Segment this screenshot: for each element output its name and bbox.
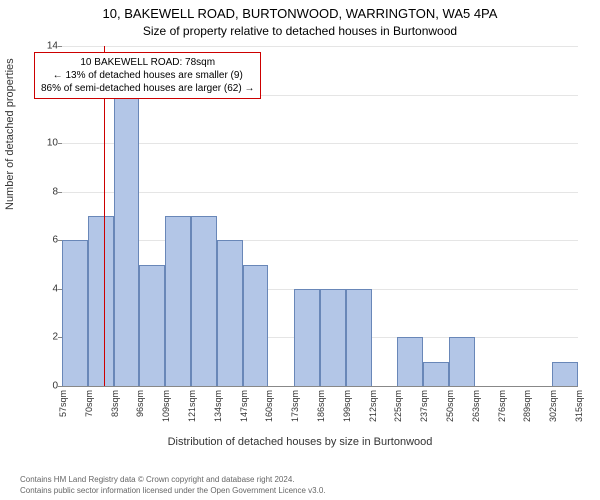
- xtick-label: 83sqm: [110, 390, 120, 417]
- ytick-mark: [58, 143, 62, 144]
- ytick-mark: [58, 192, 62, 193]
- histogram-bar: [165, 216, 191, 386]
- xtick-label: 70sqm: [84, 390, 94, 417]
- histogram-bar: [191, 216, 217, 386]
- histogram-bar: [320, 289, 346, 386]
- xtick-label: 173sqm: [290, 390, 300, 422]
- chart-subtitle: Size of property relative to detached ho…: [0, 24, 600, 38]
- histogram-bar: [397, 337, 423, 386]
- plot-area: 10 BAKEWELL ROAD: 78sqm ← 13% of detache…: [62, 46, 578, 387]
- xtick-label: 263sqm: [471, 390, 481, 422]
- info-box: 10 BAKEWELL ROAD: 78sqm ← 13% of detache…: [34, 52, 261, 99]
- ytick-mark: [58, 46, 62, 47]
- histogram-bar: [88, 216, 114, 386]
- ytick-label: 14: [30, 41, 58, 52]
- xtick-label: 237sqm: [419, 390, 429, 422]
- xtick-label: 276sqm: [497, 390, 507, 422]
- xtick-label: 225sqm: [393, 390, 403, 422]
- gridline: [62, 192, 578, 193]
- histogram-bar: [423, 362, 449, 386]
- histogram-bar: [294, 289, 320, 386]
- xtick-label: 289sqm: [522, 390, 532, 422]
- histogram-bar: [139, 265, 165, 386]
- gridline: [62, 240, 578, 241]
- gridline: [62, 46, 578, 47]
- xtick-label: 302sqm: [548, 390, 558, 422]
- histogram-bar: [346, 289, 372, 386]
- ytick-label: 0: [30, 381, 58, 392]
- xtick-label: 96sqm: [135, 390, 145, 417]
- ytick-label: 6: [30, 235, 58, 246]
- histogram-bar: [62, 240, 88, 386]
- gridline: [62, 143, 578, 144]
- xtick-label: 186sqm: [316, 390, 326, 422]
- xtick-label: 250sqm: [445, 390, 455, 422]
- histogram-bar: [243, 265, 269, 386]
- ytick-label: 2: [30, 332, 58, 343]
- footer-attribution: Contains HM Land Registry data © Crown c…: [20, 475, 580, 496]
- histogram-bar: [114, 95, 140, 386]
- info-line: 86% of semi-detached houses are larger (…: [41, 82, 254, 95]
- histogram-bar: [217, 240, 243, 386]
- y-axis-label: Number of detached properties: [4, 58, 16, 210]
- histogram-bar: [449, 337, 475, 386]
- xtick-label: 160sqm: [264, 390, 274, 422]
- ytick-label: 10: [30, 138, 58, 149]
- histogram-bar: [552, 362, 578, 386]
- ytick-mark: [58, 386, 62, 387]
- info-line: 10 BAKEWELL ROAD: 78sqm: [41, 56, 254, 69]
- xtick-label: 57sqm: [58, 390, 68, 417]
- xtick-label: 134sqm: [213, 390, 223, 422]
- xtick-label: 212sqm: [368, 390, 378, 422]
- xtick-label: 109sqm: [161, 390, 171, 422]
- info-line: ← 13% of detached houses are smaller (9): [41, 69, 254, 82]
- ytick-label: 8: [30, 186, 58, 197]
- x-axis-label: Distribution of detached houses by size …: [0, 436, 600, 448]
- xtick-label: 315sqm: [574, 390, 584, 422]
- footer-line: Contains HM Land Registry data © Crown c…: [20, 475, 580, 485]
- ytick-label: 4: [30, 283, 58, 294]
- page-title: 10, BAKEWELL ROAD, BURTONWOOD, WARRINGTO…: [0, 6, 600, 21]
- xtick-label: 147sqm: [239, 390, 249, 422]
- xtick-label: 199sqm: [342, 390, 352, 422]
- xtick-label: 121sqm: [187, 390, 197, 422]
- footer-line: Contains public sector information licen…: [20, 486, 580, 496]
